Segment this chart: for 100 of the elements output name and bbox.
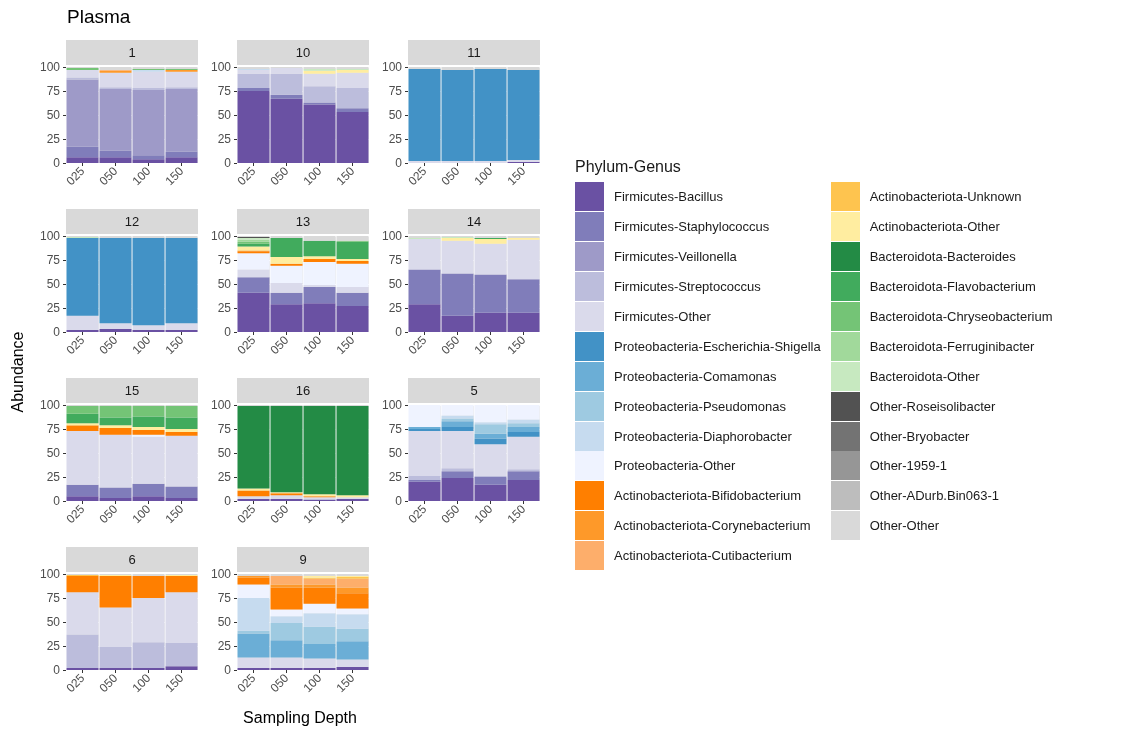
x-tick-label: 100 — [300, 670, 325, 696]
bar — [474, 433, 507, 439]
y-tick-label: 100 — [39, 60, 61, 74]
y-tick-label: 75 — [46, 591, 61, 605]
x-tick-label: 050 — [438, 163, 463, 189]
bar — [237, 88, 270, 91]
x-tick-label: 150 — [333, 501, 358, 527]
x-tick-label: 150 — [504, 332, 529, 358]
x-axis-title: Sampling Depth — [243, 709, 357, 727]
legend-label: Firmicutes-Veillonella — [614, 249, 737, 265]
y-tick-label: 25 — [388, 301, 403, 315]
chart-subtitle: 9 — [237, 547, 369, 572]
chart-subtitle: 13 — [237, 209, 369, 234]
x-tick-label: 025 — [234, 501, 259, 527]
x-tick-label: 100 — [471, 163, 496, 189]
legend-label: Actinobacteriota-Unknown — [869, 189, 1022, 205]
bar — [441, 468, 474, 472]
y-tick-label: 0 — [53, 325, 61, 339]
legend-label: Actinobacteriota-Other — [869, 219, 1000, 235]
y-tick-label: 50 — [388, 446, 403, 460]
x-tick-label: 050 — [96, 163, 121, 189]
y-tick-label: 25 — [46, 132, 61, 146]
y-tick-label: 25 — [217, 132, 232, 146]
bar — [237, 577, 270, 585]
legend-title: Phylum-Genus — [575, 158, 682, 176]
bar — [237, 269, 270, 278]
legend-label: Proteobacteria-Other — [614, 458, 736, 474]
y-tick-label: 75 — [388, 422, 403, 436]
x-tick-label: 025 — [234, 163, 259, 189]
y-tick-label: 50 — [46, 615, 61, 629]
chart-subtitle: 6 — [66, 547, 198, 572]
y-tick-label: 100 — [39, 567, 61, 581]
x-tick-label: 050 — [267, 163, 292, 189]
legend-label: Other-Other — [869, 518, 940, 534]
bar — [474, 438, 507, 445]
y-tick-label: 25 — [46, 470, 61, 484]
x-tick-label: 050 — [267, 670, 292, 696]
legend-label: Other-ADurb.Bin063-1 — [869, 488, 1000, 504]
x-tick-label: 100 — [129, 163, 154, 189]
chart-subtitle: 5 — [408, 378, 540, 403]
x-tick-label: 150 — [162, 332, 187, 358]
y-tick-label: 50 — [46, 277, 61, 291]
x-tick-label: 150 — [333, 670, 358, 696]
y-tick-label: 25 — [217, 301, 232, 315]
y-tick-label: 75 — [217, 253, 232, 267]
x-tick-label: 150 — [333, 163, 358, 189]
y-tick-label: 25 — [217, 470, 232, 484]
x-tick-label: 050 — [96, 670, 121, 696]
y-tick-label: 50 — [217, 446, 232, 460]
x-tick-label: 150 — [162, 670, 187, 696]
legend-label: Actinobacteriota-Bifidobacterium — [614, 488, 802, 504]
legend-label: Bacteroidota-Ferruginibacter — [869, 338, 1035, 354]
legend-label: Bacteroidota-Chryseobacterium — [869, 309, 1053, 324]
legend-label: Bacteroidota-Bacteroides — [869, 249, 1016, 265]
x-tick-label: 050 — [96, 332, 121, 358]
y-tick-label: 75 — [217, 591, 232, 605]
y-tick-label: 0 — [53, 494, 61, 508]
bar — [507, 431, 540, 437]
x-tick-label: 050 — [96, 501, 121, 527]
y-tick-label: 50 — [217, 277, 232, 291]
y-tick-label: 50 — [46, 446, 61, 460]
y-tick-label: 25 — [46, 639, 61, 653]
bar — [237, 277, 270, 293]
x-tick-label: 150 — [333, 332, 358, 358]
legend-label: Firmicutes-Streptococcus — [614, 279, 761, 295]
bar — [507, 427, 540, 432]
y-tick-label: 100 — [210, 398, 232, 412]
y-tick-label: 50 — [388, 108, 403, 122]
legend-label: Firmicutes-Other — [614, 309, 711, 324]
y-tick-label: 50 — [388, 277, 403, 291]
x-tick-label: 150 — [162, 163, 187, 189]
y-tick-label: 100 — [210, 567, 232, 581]
x-tick-label: 050 — [438, 501, 463, 527]
chart-subtitle: 14 — [408, 209, 540, 234]
bar — [237, 584, 270, 598]
y-tick-label: 0 — [224, 494, 232, 508]
legend-label: Proteobacteria-Escherichia-Shigella — [614, 338, 821, 354]
y-tick-label: 25 — [217, 639, 232, 653]
legend-label: Firmicutes-Staphylococcus — [614, 219, 770, 235]
chart-title: Plasma — [67, 6, 131, 28]
y-tick-label: 100 — [381, 60, 403, 74]
bar — [270, 94, 303, 99]
legend-label: Bacteroidota-Flavobacterium — [869, 279, 1036, 295]
x-tick-label: 050 — [438, 332, 463, 358]
y-tick-label: 75 — [217, 84, 232, 98]
legend-label: Other-1959-1 — [869, 458, 947, 474]
y-tick-label: 75 — [388, 253, 403, 267]
y-axis-title: Abundance — [9, 331, 27, 413]
x-tick-label: 025 — [63, 670, 88, 696]
y-tick-label: 75 — [388, 84, 403, 98]
x-tick-label: 025 — [63, 163, 88, 189]
y-tick-label: 0 — [53, 663, 61, 677]
x-tick-label: 025 — [405, 163, 430, 189]
x-tick-label: 100 — [471, 332, 496, 358]
x-tick-label: 150 — [504, 501, 529, 527]
legend-label: Bacteroidota-Other — [869, 368, 980, 384]
y-tick-label: 75 — [46, 422, 61, 436]
legend-label: Proteobacteria-Diaphorobacter — [614, 428, 792, 444]
x-tick-label: 100 — [300, 501, 325, 527]
y-tick-label: 50 — [217, 615, 232, 629]
